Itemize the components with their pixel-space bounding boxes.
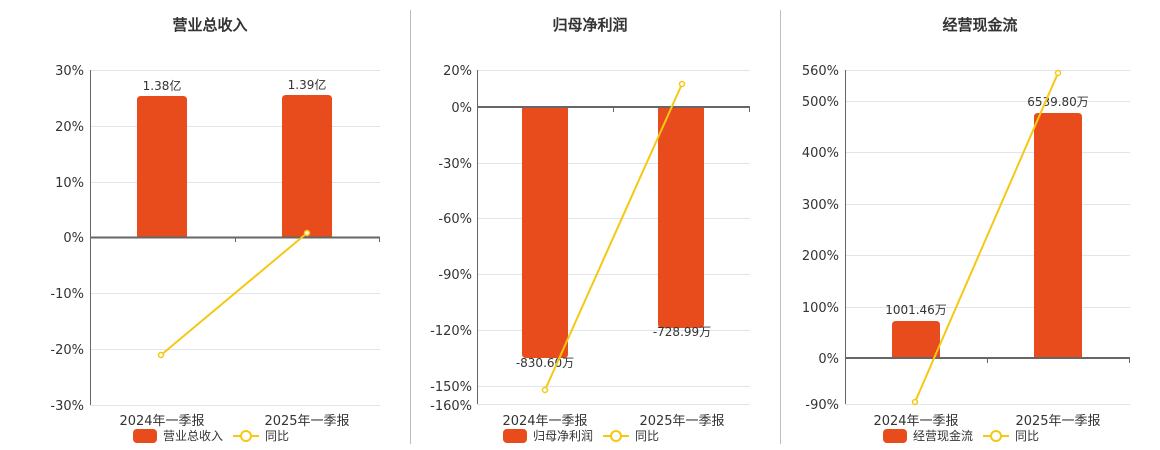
- chart-plot: 30% 20% 10% 0% -10% -20% -30% 1.38亿 1.39…: [50, 64, 380, 429]
- line-point: [678, 80, 686, 88]
- chart-legend[interactable]: 归母净利润 同比: [503, 427, 659, 444]
- y-tick: 0%: [818, 352, 839, 367]
- chart-title: 经营现金流: [942, 16, 1018, 34]
- y-tick: -20%: [50, 343, 84, 358]
- y-tick: 20%: [55, 120, 84, 135]
- bar-label: 1.38亿: [143, 78, 182, 93]
- y-tick: 20%: [443, 64, 472, 79]
- chart-title: 营业总收入: [172, 16, 248, 34]
- line-legend-icon: [233, 429, 260, 443]
- panel-divider: [410, 10, 411, 444]
- y-tick: 560%: [802, 64, 839, 79]
- line-legend-label[interactable]: 同比: [1015, 429, 1040, 443]
- line-point: [541, 386, 549, 394]
- y-tick: -60%: [438, 212, 472, 227]
- line-point: [911, 398, 919, 406]
- y-tick: -90%: [805, 398, 839, 413]
- bar-legend-label[interactable]: 归母净利润: [533, 429, 594, 443]
- y-tick: -30%: [438, 157, 472, 172]
- x-tick: 2024年一季报: [873, 414, 958, 429]
- bar-legend-swatch: [883, 428, 907, 443]
- chart-panel-net-profit: 归母净利润 20% 0% -30% -60% -90% -120% -150% …: [400, 0, 780, 450]
- y-tick: 10%: [55, 176, 84, 191]
- y-tick: 400%: [802, 146, 839, 161]
- x-tick: 2024年一季报: [119, 414, 204, 429]
- line-point: [1054, 69, 1062, 77]
- bar-2025: [282, 95, 332, 237]
- line-legend-icon: [603, 429, 630, 443]
- y-tick: 200%: [802, 249, 839, 264]
- x-tick: 2025年一季报: [264, 414, 349, 429]
- chart-legend[interactable]: 经营现金流 同比: [883, 427, 1039, 444]
- panel-divider: [780, 10, 781, 444]
- line-legend-label[interactable]: 同比: [635, 429, 660, 443]
- chart-legend[interactable]: 营业总收入 同比: [133, 427, 289, 444]
- chart-plot: 560% 500% 400% 300% 200% 100% 0% -90% 10…: [802, 64, 1130, 429]
- bar-2025: [658, 107, 704, 328]
- bar-label: 1001.46万: [885, 303, 947, 317]
- x-tick: 2025年一季报: [1015, 414, 1100, 429]
- y-tick: -10%: [50, 287, 84, 302]
- bar-2024: [137, 96, 187, 237]
- bar-2024: [892, 321, 940, 358]
- y-tick: -120%: [430, 324, 472, 339]
- line-legend-label[interactable]: 同比: [265, 429, 290, 443]
- bar-legend-swatch: [133, 428, 157, 443]
- chart-panel-revenue: 营业总收入 30% 20% 10% 0% -10% -20% -30%: [0, 0, 400, 450]
- bar-2024: [522, 107, 568, 358]
- bar-label: -830.60万: [516, 356, 574, 370]
- line-point: [303, 229, 311, 237]
- bar-label: 6539.80万: [1027, 95, 1089, 109]
- y-tick: -30%: [50, 399, 84, 414]
- chart-panel-operating-cash-flow: 经营现金流 560% 500% 400% 300% 200% 100% 0% -…: [780, 0, 1160, 450]
- bar-legend-swatch: [503, 428, 527, 443]
- x-tick: 2024年一季报: [502, 414, 587, 429]
- line-legend-icon: [983, 429, 1010, 443]
- x-tick: 2025年一季报: [639, 414, 724, 429]
- y-tick: 30%: [55, 64, 84, 79]
- y-tick: -160%: [430, 399, 472, 414]
- y-tick: 0%: [63, 231, 84, 246]
- y-tick: -150%: [430, 380, 472, 395]
- line-point: [157, 351, 165, 359]
- y-tick: 300%: [802, 198, 839, 213]
- y-tick: 500%: [802, 95, 839, 110]
- chart-title: 归母净利润: [552, 16, 628, 34]
- y-tick: 100%: [802, 301, 839, 316]
- bar-label: -728.99万: [653, 325, 711, 339]
- bar-label: 1.39亿: [288, 77, 327, 92]
- y-tick: -90%: [438, 268, 472, 283]
- y-tick: 0%: [451, 101, 472, 116]
- chart-plot: 20% 0% -30% -60% -90% -120% -150% -160% …: [430, 64, 750, 429]
- bar-2025: [1034, 113, 1082, 358]
- bar-legend-label[interactable]: 经营现金流: [913, 429, 974, 443]
- bar-legend-label[interactable]: 营业总收入: [163, 429, 224, 443]
